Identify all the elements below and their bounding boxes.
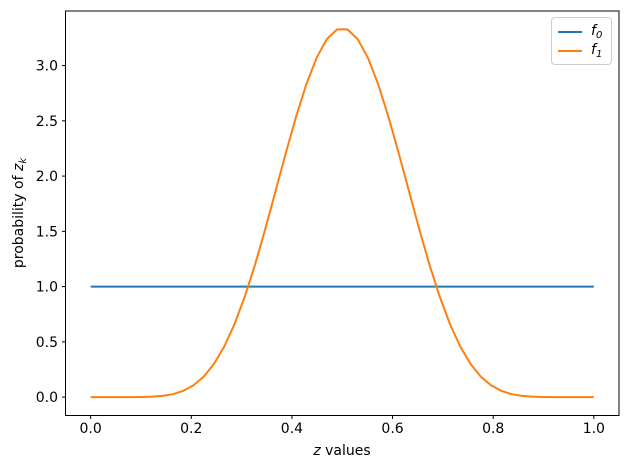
x-tick-label: 0.8	[482, 421, 504, 437]
y-tick-label: 0.5	[36, 335, 58, 351]
y-axis-label-subscript: k	[18, 157, 29, 164]
x-tick-label: 0.0	[80, 421, 102, 437]
legend-label-f0: f0	[591, 22, 603, 41]
y-tick-label: 1.0	[36, 280, 58, 296]
x-tick-label: 1.0	[583, 421, 605, 437]
y-axis-label: probability of zk	[11, 158, 29, 268]
series-line-f1	[90, 28, 594, 399]
f1-line-swatch	[558, 49, 582, 52]
y-tick-label: 1.5	[36, 224, 58, 240]
f0-line-swatch	[558, 30, 582, 33]
x-axis-label-rest: values	[320, 443, 371, 459]
y-tick-label: 3.0	[36, 59, 58, 75]
y-tick-label: 0.0	[36, 390, 58, 406]
y-axis-label-italic: z	[11, 163, 27, 172]
axes-frame	[65, 10, 620, 416]
y-tick-label: 2.5	[36, 114, 58, 130]
x-tick-label: 0.4	[281, 421, 303, 437]
x-tick-label: 0.6	[381, 421, 403, 437]
legend-entry-f1: f1	[558, 41, 604, 60]
x-tick-label: 0.2	[180, 421, 202, 437]
y-tick-label: 2.0	[36, 169, 58, 185]
x-axis-label-italic: z	[313, 443, 321, 459]
legend-label-f1: f1	[591, 41, 603, 60]
legend-entry-f0: f0	[558, 22, 604, 41]
legend: f0 f1	[551, 17, 612, 65]
x-axis-label: z values	[313, 443, 370, 459]
y-axis-label-rest: probability of	[11, 171, 27, 269]
